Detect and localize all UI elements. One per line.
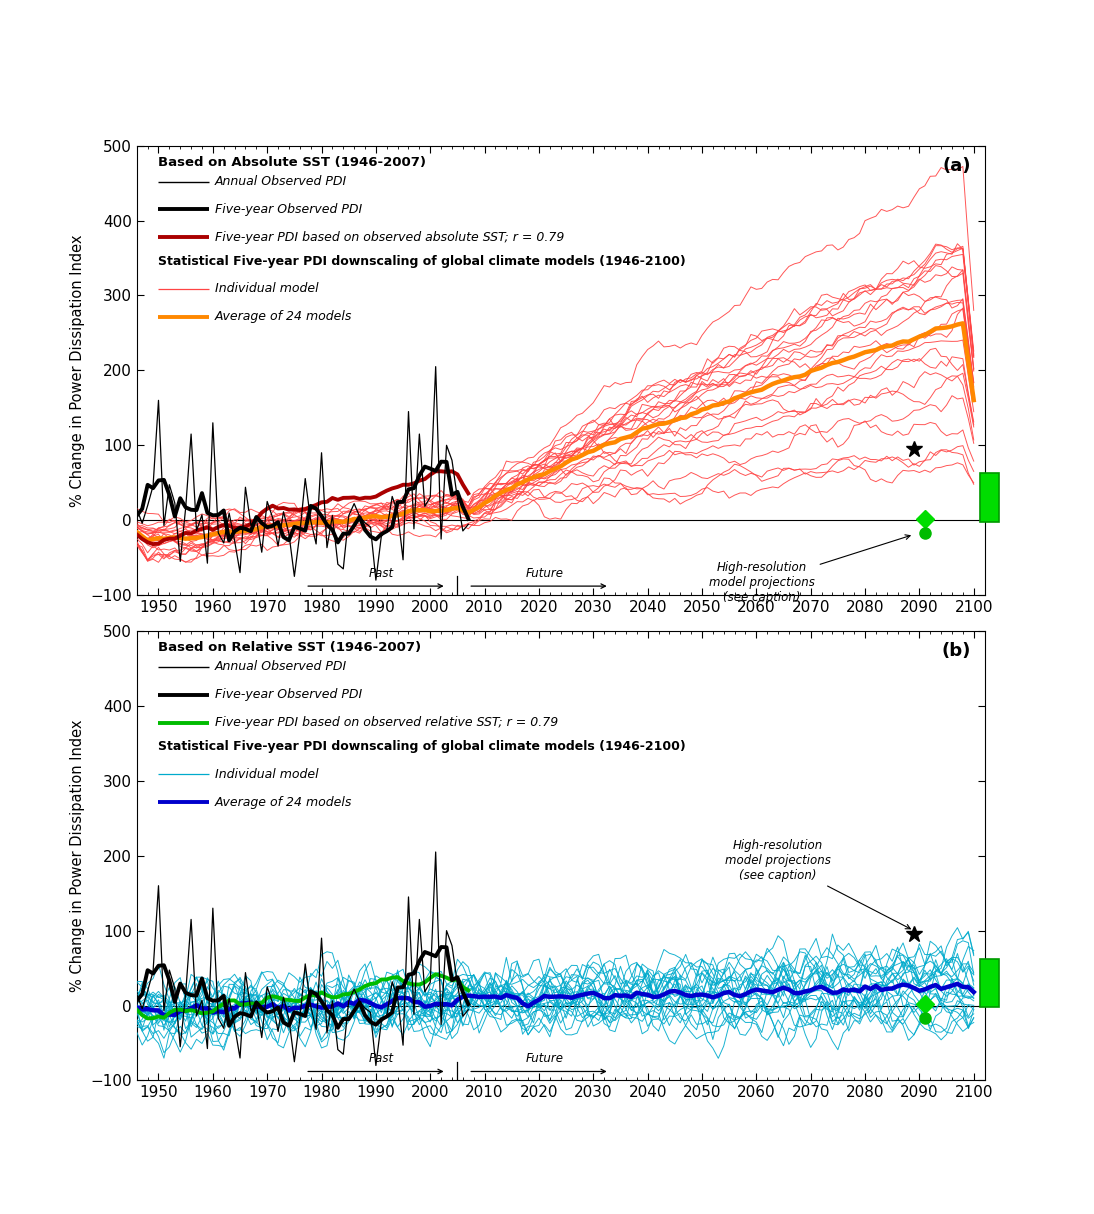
- Text: Annual Observed PDI: Annual Observed PDI: [214, 660, 347, 674]
- Text: Future: Future: [525, 567, 563, 580]
- Text: Annual Observed PDI: Annual Observed PDI: [214, 175, 347, 188]
- Text: Five-year Observed PDI: Five-year Observed PDI: [214, 688, 362, 702]
- Text: Individual model: Individual model: [214, 767, 318, 781]
- Text: Past: Past: [369, 1053, 394, 1066]
- Text: Based on Relative SST (1946-2007): Based on Relative SST (1946-2007): [158, 641, 421, 654]
- Bar: [980, 473, 999, 522]
- Y-axis label: % Change in Power Dissipation Index: % Change in Power Dissipation Index: [70, 234, 84, 506]
- Text: Based on Absolute SST (1946-2007): Based on Absolute SST (1946-2007): [158, 155, 426, 169]
- Text: High-resolution
model projections
(see caption): High-resolution model projections (see c…: [725, 839, 910, 929]
- Text: High-resolution
model projections
(see caption): High-resolution model projections (see c…: [709, 535, 910, 605]
- Bar: [980, 959, 999, 1008]
- Y-axis label: % Change in Power Dissipation Index: % Change in Power Dissipation Index: [70, 720, 84, 992]
- Text: (a): (a): [943, 157, 971, 175]
- Text: (b): (b): [942, 642, 971, 660]
- Text: Past: Past: [369, 567, 394, 580]
- Text: Average of 24 models: Average of 24 models: [214, 795, 352, 809]
- Text: Average of 24 models: Average of 24 models: [214, 311, 352, 323]
- Text: Five-year PDI based on observed relative SST; r = 0.79: Five-year PDI based on observed relative…: [214, 716, 558, 730]
- Text: Future: Future: [525, 1053, 563, 1066]
- Text: Statistical Five-year PDI downscaling of global climate models (1946-2100): Statistical Five-year PDI downscaling of…: [158, 255, 686, 267]
- Text: Five-year PDI based on observed absolute SST; r = 0.79: Five-year PDI based on observed absolute…: [214, 231, 565, 244]
- Text: Statistical Five-year PDI downscaling of global climate models (1946-2100): Statistical Five-year PDI downscaling of…: [158, 739, 686, 753]
- Text: Individual model: Individual model: [214, 283, 318, 295]
- Text: Five-year Observed PDI: Five-year Observed PDI: [214, 203, 362, 216]
